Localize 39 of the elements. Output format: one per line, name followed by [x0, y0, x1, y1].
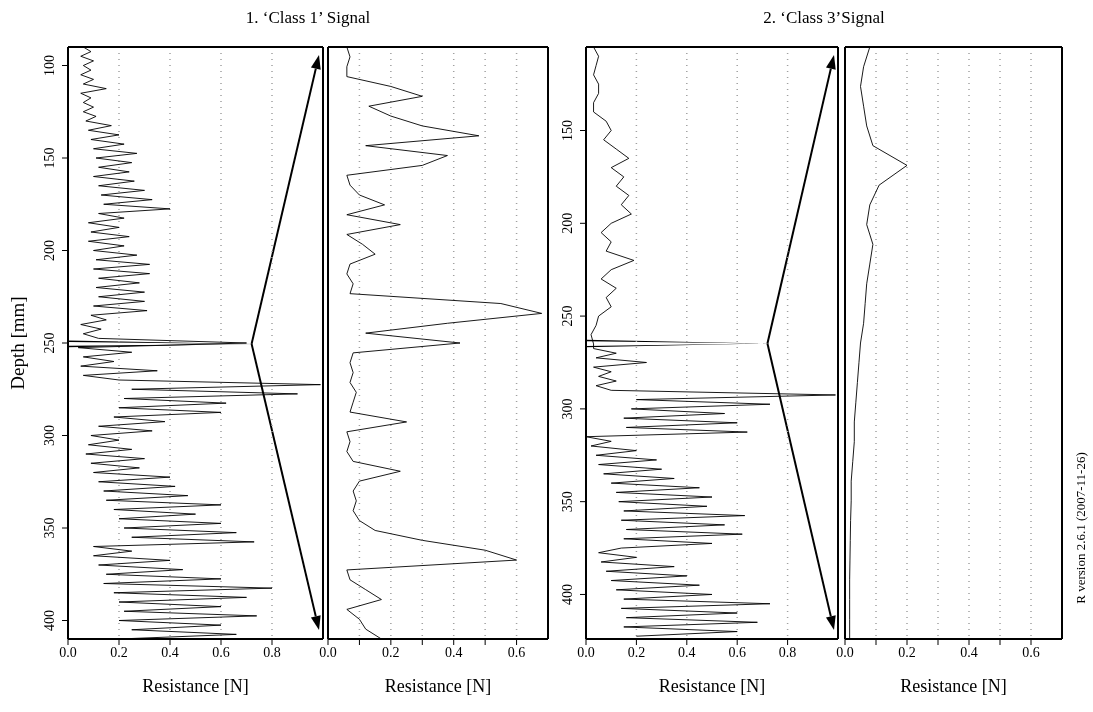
y-tick-label: 350 — [560, 491, 575, 513]
x-tick-label: 0.6 — [212, 644, 230, 660]
y-tick-label: 150 — [42, 147, 57, 169]
x-tick-label: 0.8 — [778, 644, 797, 660]
y-tick-label: 250 — [560, 305, 575, 327]
x-tick-label: 0.4 — [444, 644, 463, 660]
x-axis-title: Resistance [N] — [899, 676, 1008, 697]
chart-title: 2. ‘Class 3’Signal — [762, 8, 886, 28]
x-axis-title: Resistance [N] — [657, 676, 767, 697]
y-tick-label: 350 — [42, 517, 57, 539]
y-tick-label: 250 — [42, 332, 57, 354]
x-tick-label: 0.6 — [728, 644, 746, 660]
x-tick-label: 0.4 — [960, 644, 978, 660]
x-tick-label: 0.2 — [110, 644, 128, 660]
y-axis-title: Depth [mm] — [7, 294, 29, 392]
x-tick-label: 0.6 — [507, 644, 526, 660]
x-tick-label: 0.2 — [627, 644, 646, 660]
y-tick-label: 200 — [42, 240, 57, 261]
y-tick-label: 100 — [42, 55, 57, 76]
x-axis-title: Resistance [N] — [141, 676, 250, 697]
y-tick-label: 300 — [560, 398, 575, 420]
y-tick-label: 300 — [42, 425, 57, 446]
text: R version 2.6.1 (2007-11-26) — [1073, 451, 1089, 606]
x-tick-label: 0.2 — [382, 644, 400, 660]
x-tick-label: 0.2 — [898, 644, 916, 660]
x-tick-label: 0.4 — [678, 644, 696, 660]
x-tick-label: 0.8 — [263, 644, 281, 660]
x-tick-label: 0.0 — [836, 644, 854, 660]
x-tick-label: 0.0 — [59, 644, 77, 660]
y-tick-label: 400 — [560, 583, 575, 605]
x-tick-label: 0.4 — [161, 644, 179, 660]
x-tick-label: 0.0 — [319, 644, 337, 660]
y-tick-label: 150 — [560, 120, 575, 142]
x-tick-label: 0.6 — [1022, 644, 1040, 660]
y-tick-label: 400 — [42, 610, 57, 631]
x-axis-title: Resistance [N] — [383, 676, 493, 697]
chart-title: 1. ‘Class 1’ Signal — [244, 8, 372, 28]
y-tick-label: 200 — [560, 212, 575, 234]
x-tick-label: 0.0 — [577, 644, 595, 660]
